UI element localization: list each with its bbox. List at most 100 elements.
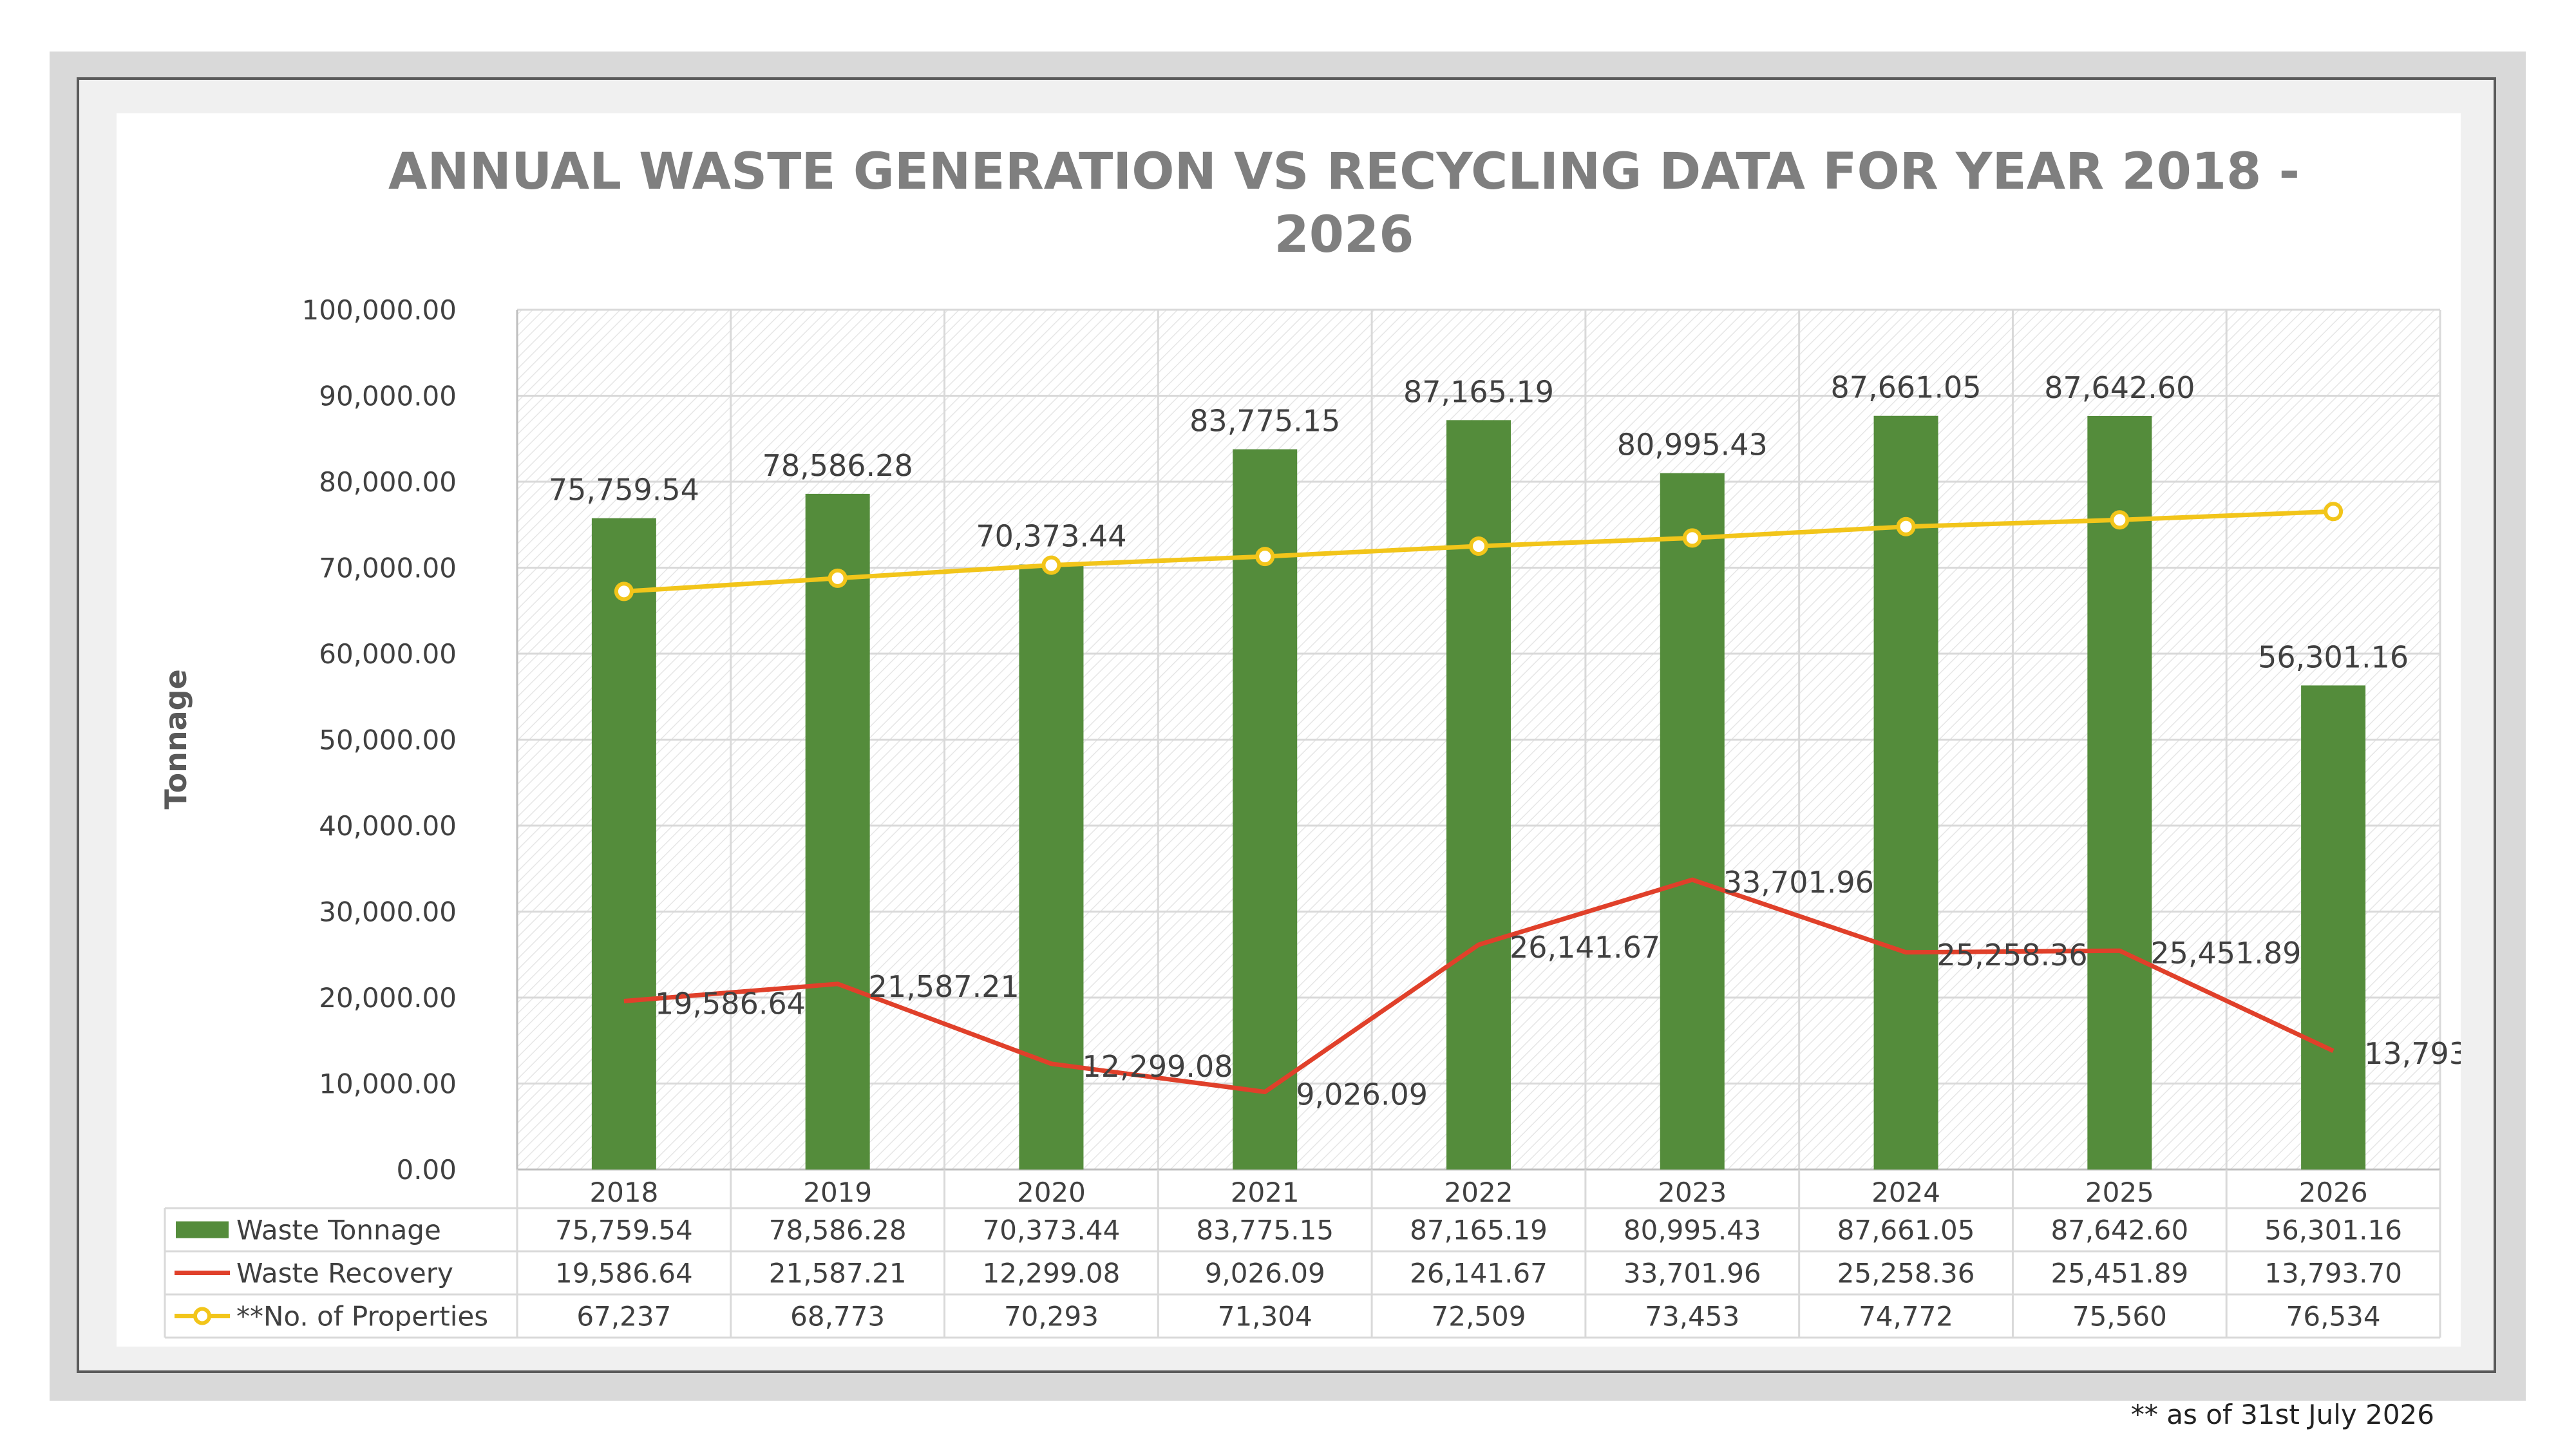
table-cell: 25,258.36 <box>1837 1258 1975 1289</box>
bar-waste-tonnage-2026 <box>2301 685 2366 1170</box>
bar-label-2026: 56,301.16 <box>2258 639 2409 674</box>
recovery-label-2024: 25,258.36 <box>1937 938 2088 972</box>
table-cell: 87,661.05 <box>1837 1215 1975 1246</box>
marker-properties-2024 <box>1896 516 1916 536</box>
bar-label-2020: 70,373.44 <box>976 519 1126 554</box>
x-tick-label-2021: 2021 <box>1231 1177 1300 1208</box>
y-tick-label: 40,000.00 <box>319 810 457 842</box>
recovery-label-2026: 13,793.70 <box>2364 1036 2461 1071</box>
table-cell: 9,026.09 <box>1205 1258 1325 1289</box>
labels-layer: 75,759.54 78,586.28 70,373.44 83,775.15 87,1… <box>549 370 2461 1112</box>
marker-properties-2026 <box>2324 502 2344 522</box>
table-cell: 78,586.28 <box>769 1215 907 1246</box>
y-tick-label: 20,000.00 <box>319 982 457 1014</box>
bar-label-2024: 87,661.05 <box>1830 370 1981 405</box>
marker-properties-2023 <box>1682 528 1702 548</box>
recovery-label-2022: 26,141.67 <box>1510 930 1660 965</box>
marker-properties-2018 <box>614 582 634 601</box>
table-cell: 80,995.43 <box>1624 1215 1761 1246</box>
bar-waste-tonnage-2020 <box>1019 564 1084 1170</box>
x-tick-label-2019: 2019 <box>803 1177 872 1208</box>
inner-frame: ANNUAL WASTE GENERATION VS RECYCLING DAT… <box>77 77 2496 1373</box>
bar-waste-tonnage-2019 <box>805 493 870 1170</box>
recovery-label-2018: 19,586.64 <box>655 987 806 1021</box>
y-tick-label: 30,000.00 <box>319 896 457 928</box>
y-tick-label: 0.00 <box>396 1154 457 1186</box>
chart-title-line-1: ANNUAL WASTE GENERATION VS RECYCLING DAT… <box>388 143 2300 201</box>
table-cell: 71,304 <box>1218 1301 1312 1332</box>
chart-title-line-2: 2026 <box>1274 206 1414 264</box>
table-cell: 72,509 <box>1432 1301 1526 1332</box>
bar-label-2022: 87,165.19 <box>1403 374 1554 409</box>
y-tick-label: 70,000.00 <box>319 553 457 584</box>
legend-key-waste-tonnage <box>176 1221 229 1238</box>
table-cell: 75,560 <box>2072 1301 2167 1332</box>
table-cell: 33,701.96 <box>1624 1258 1761 1289</box>
bar-waste-tonnage-2018 <box>591 518 656 1170</box>
recovery-label-2020: 12,299.08 <box>1082 1049 1233 1084</box>
y-axis-label: Tonnage <box>158 669 193 810</box>
table-cell: 25,451.89 <box>2050 1258 2188 1289</box>
chart-svg: ANNUAL WASTE GENERATION VS RECYCLING DAT… <box>158 143 2461 1339</box>
table-cell: 76,534 <box>2286 1301 2381 1332</box>
marker-properties-2025 <box>2110 510 2130 530</box>
x-tick-label-2020: 2020 <box>1017 1177 1086 1208</box>
bar-label-2019: 78,586.28 <box>762 448 913 483</box>
table-cell: 67,237 <box>576 1301 671 1332</box>
bar-waste-tonnage-2023 <box>1660 473 1725 1170</box>
y-tick-label: 60,000.00 <box>319 638 457 670</box>
recovery-label-2025: 25,451.89 <box>2150 936 2301 971</box>
bar-label-2025: 87,642.60 <box>2044 370 2195 405</box>
y-tick-label: 50,000.00 <box>319 724 457 756</box>
y-tick-label: 80,000.00 <box>319 466 457 498</box>
legend-label-row-2: **No. of Properties <box>236 1301 488 1332</box>
table-cell: 12,299.08 <box>983 1258 1121 1289</box>
chart-area: ANNUAL WASTE GENERATION VS RECYCLING DAT… <box>117 113 2461 1347</box>
bar-waste-tonnage-2025 <box>2087 415 2152 1170</box>
table-cell: 70,373.44 <box>983 1215 1121 1246</box>
table-cell: 13,793.70 <box>2264 1258 2402 1289</box>
bar-waste-tonnage-2021 <box>1233 449 1298 1170</box>
table-cell: 75,759.54 <box>555 1215 693 1246</box>
table-cell: 87,642.60 <box>2050 1215 2188 1246</box>
recovery-label-2019: 21,587.21 <box>869 969 1019 1004</box>
x-tick-label-2023: 2023 <box>1658 1177 1727 1208</box>
x-tick-label-2026: 2026 <box>2299 1177 2368 1208</box>
marker-properties-2020 <box>1041 555 1061 575</box>
legend-key-marker <box>193 1307 211 1325</box>
y-tick-label: 90,000.00 <box>319 381 457 412</box>
recovery-label-2021: 9,026.09 <box>1296 1077 1428 1112</box>
table-cell: 87,165.19 <box>1410 1215 1548 1246</box>
x-tick-label-2018: 2018 <box>589 1177 658 1208</box>
table-cell: 19,586.64 <box>555 1258 693 1289</box>
legend-label-row-1: Waste Recovery <box>236 1258 453 1289</box>
lines-layer <box>614 502 2344 1095</box>
line-waste-recovery <box>623 877 2334 1095</box>
bar-waste-tonnage-2022 <box>1446 420 1511 1170</box>
table-cell: 74,772 <box>1859 1301 1953 1332</box>
marker-properties-2022 <box>1469 536 1488 556</box>
y-tick-label: 100,000.00 <box>302 294 457 326</box>
bar-label-2023: 80,995.43 <box>1617 428 1768 462</box>
bar-label-2021: 83,775.15 <box>1189 404 1340 439</box>
table-cell: 56,301.16 <box>2264 1215 2402 1246</box>
footnote: ** as of 31st July 2026 <box>2130 1399 2434 1430</box>
table-cell: 73,453 <box>1645 1301 1739 1332</box>
table-cell: 83,775.15 <box>1196 1215 1334 1246</box>
marker-properties-2019 <box>828 568 848 588</box>
x-tick-label-2025: 2025 <box>2085 1177 2154 1208</box>
bar-waste-tonnage-2024 <box>1873 415 1938 1170</box>
bar-label-2018: 75,759.54 <box>549 473 699 507</box>
table-cell: 70,293 <box>1004 1301 1099 1332</box>
data-table: 2018 2019 2020 2021 2022 2023 2024 2025 2026 Wast… <box>164 1170 2441 1339</box>
outer-frame: ANNUAL WASTE GENERATION VS RECYCLING DAT… <box>50 52 2526 1401</box>
bars-layer <box>591 415 2366 1170</box>
legend-label-row-0: Waste Tonnage <box>236 1215 441 1246</box>
table-cell: 26,141.67 <box>1410 1258 1548 1289</box>
table-cell: 68,773 <box>790 1301 885 1332</box>
recovery-label-2023: 33,701.96 <box>1723 865 1874 900</box>
table-cell: 21,587.21 <box>769 1258 907 1289</box>
y-tick-label: 10,000.00 <box>319 1068 457 1100</box>
x-tick-label-2022: 2022 <box>1444 1177 1513 1208</box>
x-tick-label-2024: 2024 <box>1871 1177 1940 1208</box>
